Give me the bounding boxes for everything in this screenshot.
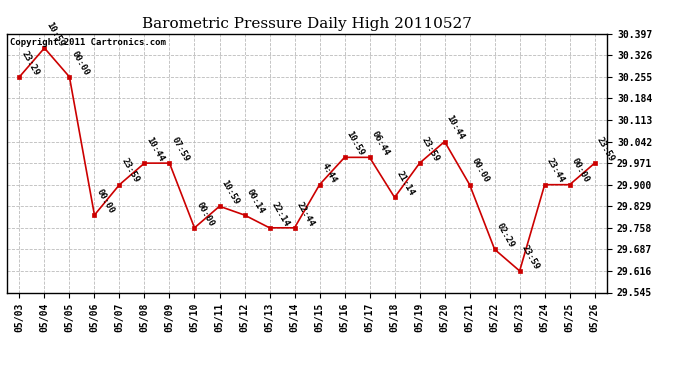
Text: 21:14: 21:14: [395, 170, 416, 198]
Title: Barometric Pressure Daily High 20110527: Barometric Pressure Daily High 20110527: [142, 17, 472, 31]
Text: 10:59: 10:59: [219, 178, 241, 206]
Text: 00:00: 00:00: [470, 157, 491, 185]
Text: 23:59: 23:59: [520, 243, 541, 271]
Text: 23:59: 23:59: [595, 135, 616, 163]
Text: 02:29: 02:29: [495, 222, 516, 249]
Text: 00:00: 00:00: [95, 187, 116, 215]
Text: 23:59: 23:59: [420, 135, 441, 163]
Text: 23:59: 23:59: [119, 157, 141, 185]
Text: 00:00: 00:00: [70, 49, 90, 77]
Text: 06:44: 06:44: [370, 130, 391, 158]
Text: 07:59: 07:59: [170, 135, 190, 163]
Text: Copyright 2011 Cartronics.com: Copyright 2011 Cartronics.com: [10, 38, 166, 46]
Text: 10:59: 10:59: [344, 130, 366, 158]
Text: 10:44: 10:44: [444, 114, 466, 142]
Text: 23:29: 23:29: [19, 49, 41, 77]
Text: 23:44: 23:44: [544, 157, 566, 185]
Text: 22:14: 22:14: [270, 200, 290, 228]
Text: 10:44: 10:44: [144, 135, 166, 163]
Text: 00:14: 00:14: [244, 187, 266, 215]
Text: 10:59: 10:59: [44, 20, 66, 48]
Text: 00:00: 00:00: [195, 200, 216, 228]
Text: 22:44: 22:44: [295, 200, 316, 228]
Text: 00:00: 00:00: [570, 157, 591, 185]
Text: 4:44: 4:44: [319, 162, 338, 185]
